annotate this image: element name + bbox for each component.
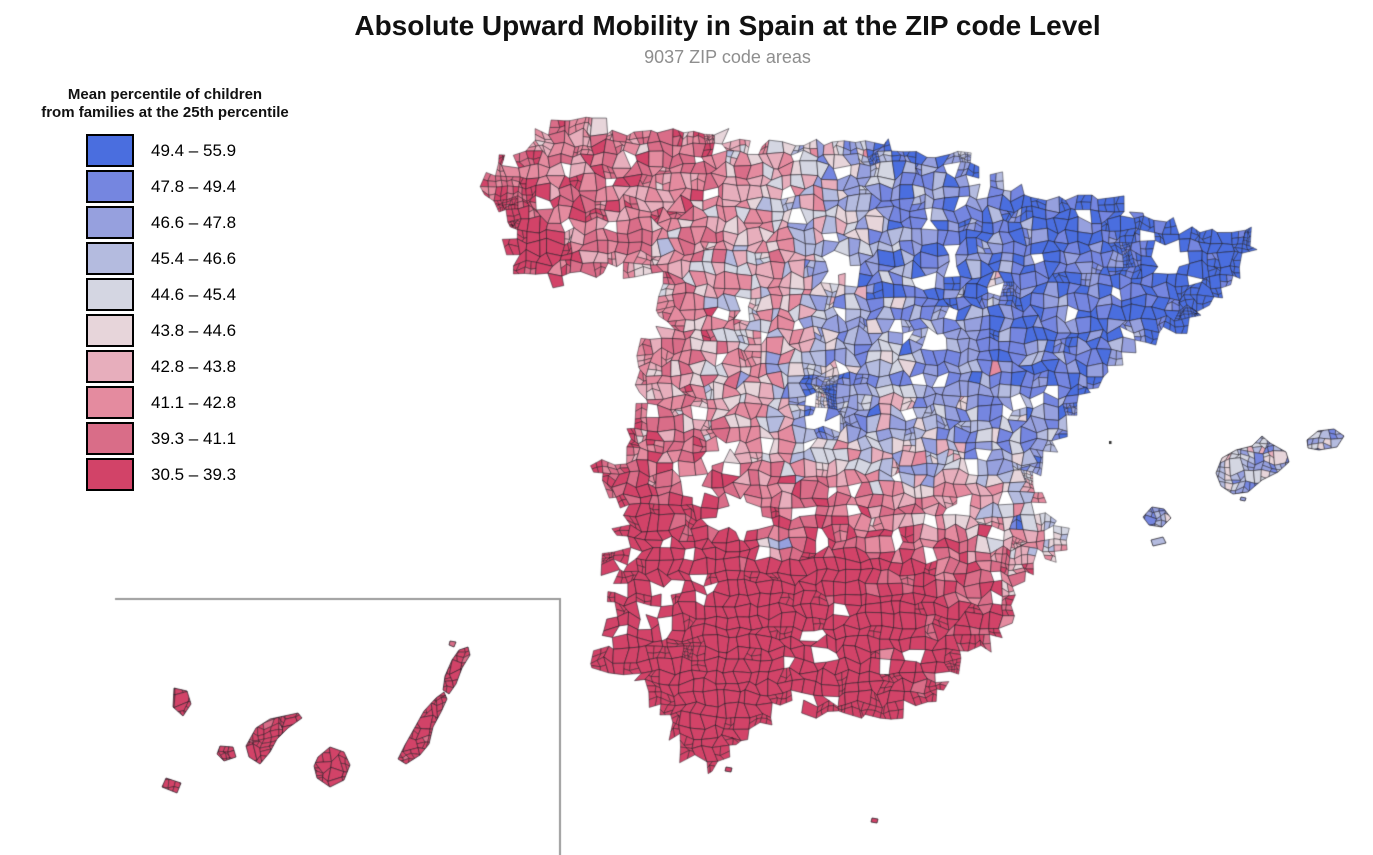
legend-item: 30.5 – 39.3 <box>86 458 330 491</box>
legend-range-label: 47.8 – 49.4 <box>151 176 237 196</box>
legend-range-label: 39.3 – 41.1 <box>151 428 237 448</box>
legend-swatch <box>86 422 134 455</box>
legend-item: 46.6 – 47.8 <box>86 206 330 239</box>
legend-swatch <box>86 170 134 203</box>
legend-swatch <box>86 134 134 167</box>
legend-range-label: 46.6 – 47.8 <box>151 212 237 232</box>
legend-range-label: 45.4 – 46.6 <box>151 248 237 268</box>
legend-range-label: 30.5 – 39.3 <box>151 464 237 484</box>
legend-swatch <box>86 386 134 419</box>
legend-item: 39.3 – 41.1 <box>86 422 330 455</box>
legend-item: 49.4 – 55.9 <box>86 134 330 167</box>
legend-title: Mean percentile of children from familie… <box>5 86 325 122</box>
legend-item: 41.1 – 42.8 <box>86 386 330 419</box>
legend: Mean percentile of children from familie… <box>0 86 330 494</box>
legend-range-label: 42.8 – 43.8 <box>151 356 237 376</box>
legend-item: 43.8 – 44.6 <box>86 314 330 347</box>
legend-swatch <box>86 278 134 311</box>
legend-title-line2: from families at the 25th percentile <box>41 104 289 121</box>
legend-title-line1: Mean percentile of children <box>67 86 263 103</box>
legend-range-label: 41.1 – 42.8 <box>151 392 237 412</box>
legend-swatch <box>86 314 134 347</box>
legend-range-label: 43.8 – 44.6 <box>151 320 237 340</box>
legend-swatch <box>86 458 134 491</box>
legend-range-label: 44.6 – 45.4 <box>151 284 237 304</box>
legend-items: 49.4 – 55.9 47.8 – 49.4 46.6 – 47.8 45.4 – … <box>86 134 330 491</box>
legend-item: 47.8 – 49.4 <box>86 170 330 203</box>
legend-swatch <box>86 350 134 383</box>
legend-swatch <box>86 206 134 239</box>
legend-range-label: 49.4 – 55.9 <box>151 140 237 160</box>
legend-item: 45.4 – 46.6 <box>86 242 330 275</box>
legend-swatch <box>86 242 134 275</box>
legend-item: 44.6 – 45.4 <box>86 278 330 311</box>
legend-item: 42.8 – 43.8 <box>86 350 330 383</box>
